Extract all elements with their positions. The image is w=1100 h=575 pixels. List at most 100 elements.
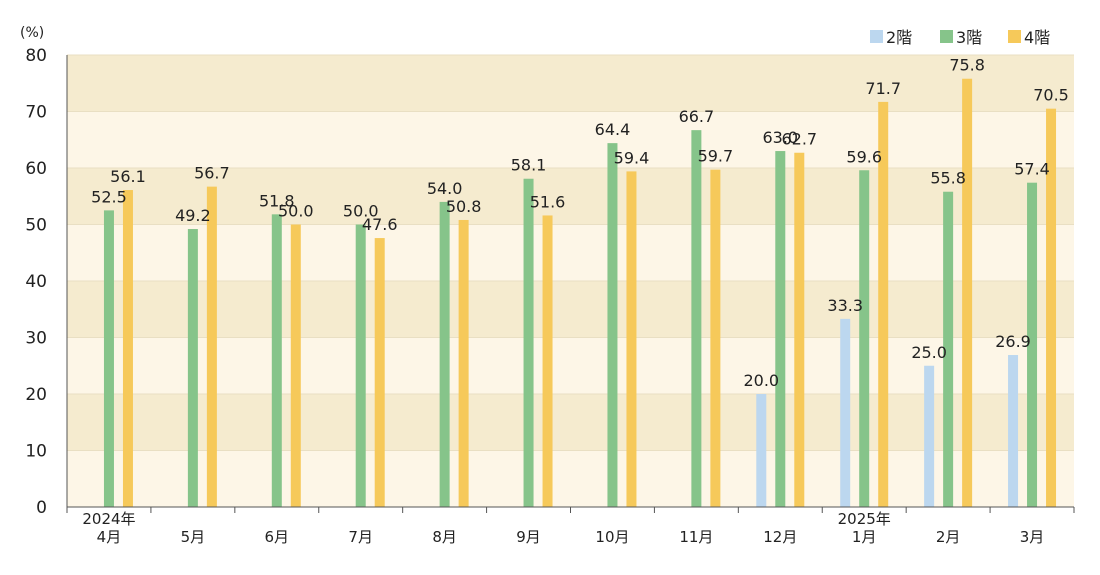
data-label: 58.1	[511, 156, 547, 175]
x-year-label: 2025年	[838, 510, 891, 528]
x-tick-label: 6月	[265, 528, 290, 546]
data-label: 55.8	[930, 169, 966, 188]
y-tick-label: 30	[25, 329, 47, 349]
data-label: 51.6	[530, 192, 566, 211]
y-tick-label: 50	[25, 216, 47, 236]
x-tick-label: 4月	[97, 528, 122, 546]
data-label: 50.8	[446, 197, 482, 216]
bar-3階	[187, 229, 198, 507]
data-label: 26.9	[995, 332, 1031, 351]
plot-band	[67, 281, 1074, 338]
plot-band	[67, 450, 1074, 507]
data-label: 52.5	[91, 187, 127, 206]
x-tick-label: 12月	[763, 528, 797, 546]
x-tick-label: 3月	[1020, 528, 1045, 546]
bar-3階	[775, 151, 786, 508]
bar-4階	[542, 215, 553, 507]
plot-band	[67, 337, 1074, 394]
legend-swatch-4階	[1008, 30, 1021, 43]
y-tick-label: 60	[25, 159, 47, 179]
bar-3階	[355, 224, 366, 507]
bar-3階	[1027, 182, 1038, 507]
plot-band	[67, 55, 1074, 112]
legend-label: 2階	[886, 28, 912, 47]
data-label: 63.0	[762, 128, 798, 147]
y-tick-label: 10	[25, 442, 47, 462]
data-label: 33.3	[827, 296, 863, 315]
data-label: 47.6	[362, 215, 398, 234]
bar-4階	[290, 224, 301, 507]
data-label: 25.0	[911, 343, 947, 362]
data-label: 75.8	[949, 56, 985, 75]
bar-3階	[607, 143, 618, 507]
plot-background	[67, 54, 1074, 508]
x-tick-label: 1月	[852, 528, 877, 546]
data-label: 51.8	[259, 191, 295, 210]
bar-3階	[523, 178, 534, 508]
y-axis: 0 10 20 30 40 50 60 70 80	[25, 46, 47, 518]
data-label: 71.7	[865, 79, 901, 98]
data-label: 64.4	[595, 120, 631, 139]
x-tick-label: 8月	[432, 528, 457, 546]
data-label: 50.0	[278, 202, 314, 221]
bar-4階	[794, 152, 805, 507]
legend: 2階 3階 4階	[870, 28, 1050, 47]
bar-4階	[206, 186, 217, 507]
x-tick-label: 2月	[936, 528, 961, 546]
bar-3階	[103, 210, 114, 507]
y-tick-label: 0	[36, 498, 47, 518]
bar-3階	[691, 130, 702, 507]
plot-band	[67, 394, 1074, 451]
x-tick-label: 9月	[516, 528, 541, 546]
bar-4階	[878, 101, 889, 508]
bar-3階	[859, 170, 870, 507]
y-axis-unit: (%)	[20, 25, 44, 41]
plot-band	[67, 111, 1074, 168]
data-label: 49.2	[175, 206, 211, 225]
y-tick-label: 20	[25, 385, 47, 405]
data-labels: 20.033.325.026.952.549.251.850.054.058.1…	[91, 56, 1069, 390]
bar-series	[103, 78, 1057, 508]
bar-3階	[943, 191, 954, 508]
data-label: 57.4	[1014, 160, 1050, 179]
data-label: 59.4	[614, 148, 650, 167]
data-label: 50.0	[343, 202, 379, 221]
bar-2階	[924, 365, 935, 507]
data-label: 56.7	[194, 164, 230, 183]
data-label: 62.7	[781, 130, 817, 149]
bar-4階	[122, 190, 133, 507]
bar-4階	[374, 238, 385, 507]
x-tick-label: 10月	[595, 528, 629, 546]
y-tick-label: 80	[25, 46, 47, 66]
plot-band	[67, 168, 1074, 225]
data-label: 59.6	[846, 147, 882, 166]
y-tick-label: 70	[25, 103, 47, 123]
bar-4階	[458, 219, 469, 508]
x-tick-label: 7月	[348, 528, 373, 546]
legend-label: 4階	[1024, 28, 1050, 47]
x-year-label: 2024年	[82, 510, 135, 528]
data-label: 54.0	[427, 179, 463, 198]
legend-swatch-3階	[940, 30, 953, 43]
bar-4階	[1046, 108, 1057, 508]
data-label: 56.1	[110, 167, 146, 186]
legend-swatch-2階	[870, 30, 883, 43]
x-tick-label: 11月	[679, 528, 713, 546]
data-label: 70.5	[1033, 86, 1069, 105]
data-label: 20.0	[743, 371, 779, 390]
y-tick-label: 40	[25, 272, 47, 292]
data-label: 66.7	[679, 107, 715, 126]
plot-band	[67, 224, 1074, 281]
bar-3階	[271, 214, 282, 507]
legend-label: 3階	[956, 28, 982, 47]
bar-2階	[840, 318, 851, 507]
bar-2階	[756, 394, 767, 507]
bar-2階	[1008, 355, 1019, 507]
bar-4階	[710, 169, 721, 507]
bar-4階	[626, 171, 637, 507]
bar-4階	[962, 78, 973, 507]
data-label: 59.7	[698, 147, 734, 166]
bar-3階	[439, 201, 450, 507]
